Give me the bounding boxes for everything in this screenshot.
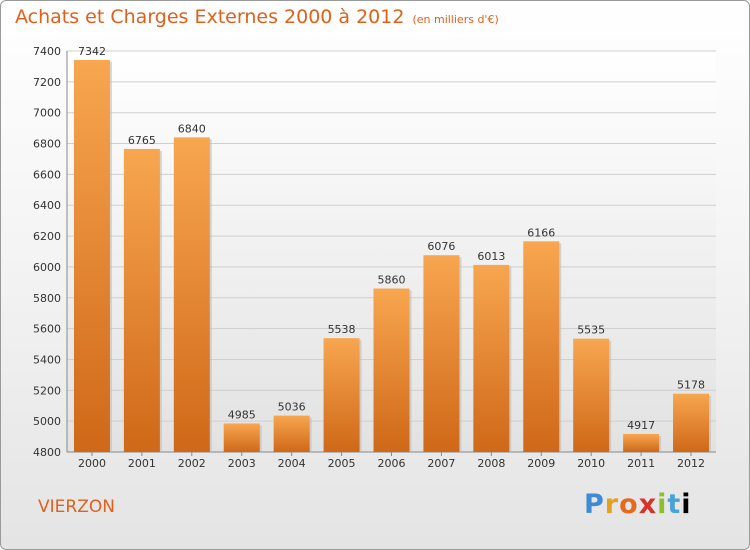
bar [623, 433, 660, 452]
bar [223, 423, 260, 452]
x-tick-label: 2003 [228, 457, 256, 470]
x-tick-label: 2007 [427, 457, 455, 470]
bar [673, 393, 710, 452]
bar [323, 338, 360, 452]
bar-value-label: 5178 [677, 379, 705, 392]
bar-value-label: 6013 [477, 250, 505, 263]
y-tick-label: 5200 [33, 384, 61, 397]
bar-value-label: 5036 [278, 401, 306, 414]
bar-value-label: 6076 [427, 240, 455, 253]
bar-value-label: 6166 [527, 226, 555, 239]
bar [123, 148, 160, 453]
logo-letter: i [657, 489, 668, 520]
y-tick-label: 6400 [33, 199, 61, 212]
y-tick-label: 5400 [33, 353, 61, 366]
y-tick-label: 7000 [33, 107, 61, 120]
y-tick-label: 4800 [33, 446, 61, 459]
x-tick-label: 2005 [328, 457, 356, 470]
x-tick-label: 2001 [128, 457, 156, 470]
x-tick-label: 2011 [627, 457, 655, 470]
x-tick-label: 2012 [677, 457, 705, 470]
x-tick-label: 2009 [527, 457, 555, 470]
x-tick-label: 2010 [577, 457, 605, 470]
logo-letter: x [638, 489, 658, 520]
bar-value-label: 5535 [577, 324, 605, 337]
bar-value-label: 5860 [378, 274, 406, 287]
bar [523, 241, 560, 452]
bar-value-label: 4985 [228, 408, 256, 421]
y-tick-label: 5000 [33, 415, 61, 428]
y-tick-label: 6800 [33, 138, 61, 151]
y-tick-label: 5800 [33, 292, 61, 305]
location-label: VIERZON [38, 497, 115, 517]
bar [473, 264, 510, 452]
bar [423, 255, 460, 452]
y-tick-label: 7200 [33, 76, 61, 89]
x-tick-label: 2006 [378, 457, 406, 470]
bar-value-label: 7342 [78, 45, 106, 58]
y-tick-label: 5600 [33, 323, 61, 336]
x-tick-label: 2002 [178, 457, 206, 470]
y-tick-label: 7400 [33, 45, 61, 58]
x-tick-label: 2004 [278, 457, 306, 470]
x-tick-label: 2000 [78, 457, 106, 470]
bar [173, 137, 210, 452]
bar [73, 59, 110, 453]
bar-value-label: 6765 [128, 134, 156, 147]
logo-letter: i [681, 489, 692, 520]
bar-value-label: 6840 [178, 122, 206, 135]
logo-letter: t [667, 489, 682, 520]
logo-letter: r [604, 489, 620, 520]
x-tick-label: 2008 [477, 457, 505, 470]
title-text: Achats et Charges Externes 2000 à 2012 [15, 6, 405, 28]
logo-letter: P [584, 489, 605, 520]
bar [373, 288, 410, 452]
proxiti-logo: Proxiti [584, 489, 692, 520]
bar [273, 415, 310, 452]
chart-subtitle: (en milliers d'€) [412, 13, 499, 26]
y-tick-label: 6000 [33, 261, 61, 274]
y-tick-label: 6200 [33, 230, 61, 243]
bar-value-label: 4917 [627, 419, 655, 432]
bar [573, 338, 610, 452]
logo-letter: o [619, 489, 639, 520]
chart-title: Achats et Charges Externes 2000 à 2012 (e… [15, 6, 499, 28]
y-tick-label: 6600 [33, 168, 61, 181]
bar-value-label: 5538 [328, 323, 356, 336]
